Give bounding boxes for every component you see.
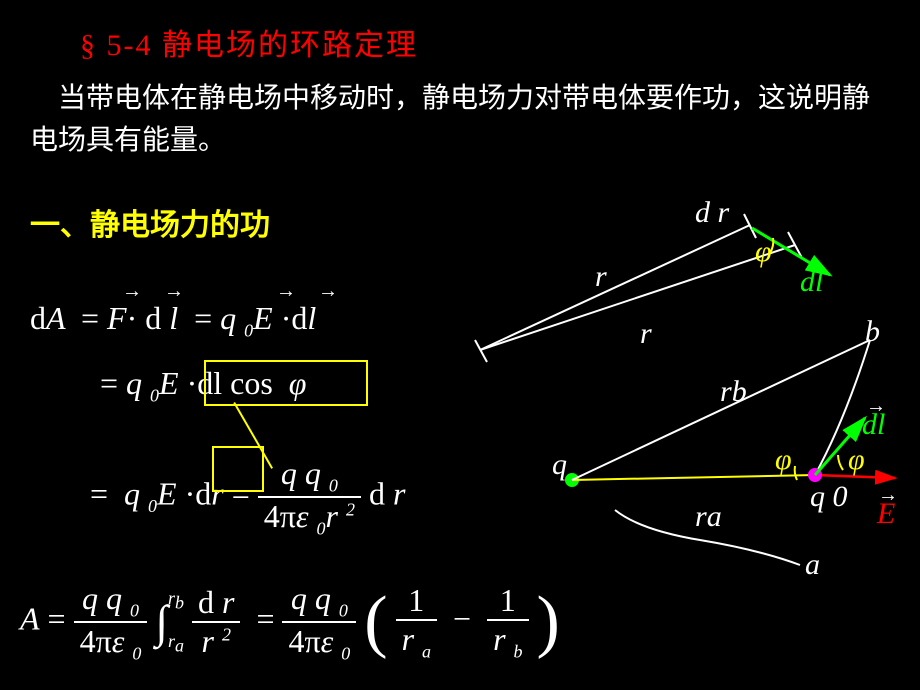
lbl-dl-l1: l — [815, 265, 823, 298]
lbl-dl-d1: d — [800, 265, 815, 298]
lbl-q0-s: 0 — [833, 480, 848, 513]
lbl-rb-r: r — [720, 375, 732, 408]
lbl-phi3: φ — [848, 443, 865, 476]
lbl-ra-s: a — [707, 500, 722, 533]
lbl-dr-d: d — [695, 196, 710, 229]
label-q: q — [552, 448, 567, 482]
label-phi-upper: φ — [755, 235, 772, 269]
lbl-phi1: φ — [755, 235, 772, 268]
lbl-r1: r — [595, 260, 607, 293]
arrow-E-label: → — [878, 484, 898, 507]
label-ra: ra — [695, 500, 722, 534]
lbl-r2: r — [640, 317, 652, 350]
lbl-rb-s: b — [732, 375, 747, 408]
label-b: b — [865, 315, 880, 349]
arrow-dl-lower: → — [866, 395, 886, 418]
lbl-a: a — [805, 548, 820, 581]
label-rb: rb — [720, 375, 747, 409]
lbl-q0-q: q — [810, 480, 825, 513]
label-phi-right: φ — [848, 443, 865, 477]
label-a: a — [805, 548, 820, 582]
label-dl-upper: dl — [800, 265, 823, 299]
label-r-lower: r — [640, 317, 652, 351]
label-q0: q 0 — [810, 480, 848, 514]
lbl-ra-r: r — [695, 500, 707, 533]
diagram-svg — [0, 0, 920, 690]
label-phi-left: φ — [775, 443, 792, 477]
label-dr: d r — [695, 196, 729, 230]
label-r-upper: r — [595, 260, 607, 294]
lbl-phi2: φ — [775, 443, 792, 476]
lbl-b: b — [865, 315, 880, 348]
lbl-dr-r: r — [718, 196, 730, 229]
lbl-q: q — [552, 448, 567, 481]
